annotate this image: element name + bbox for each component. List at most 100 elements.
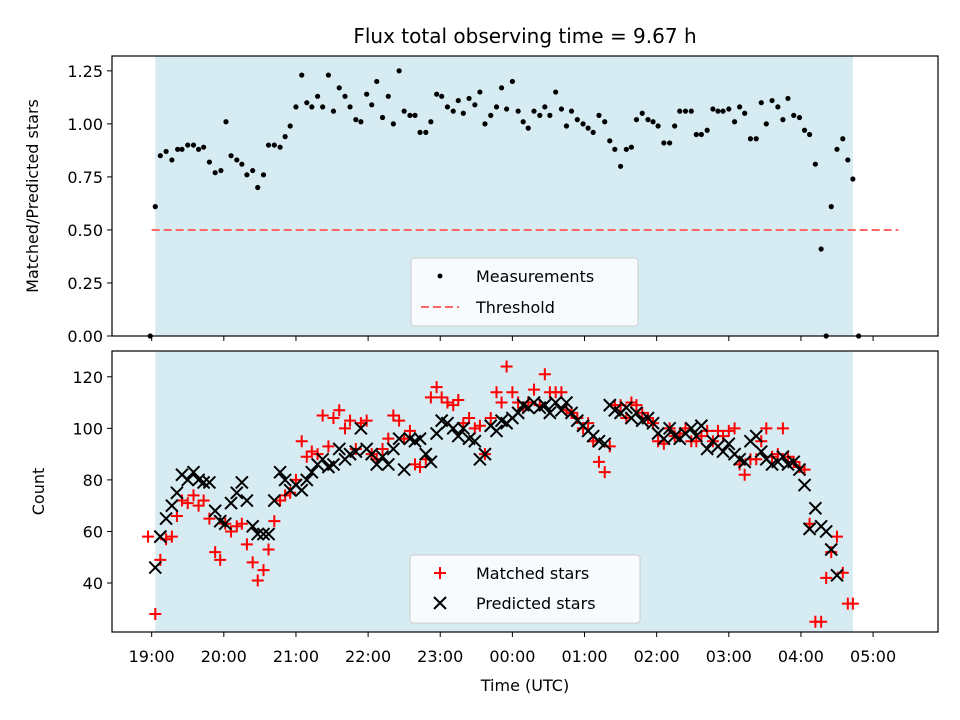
measurement-point xyxy=(271,142,277,148)
bottom-y-tick-label: 120 xyxy=(72,368,103,387)
measurement-point xyxy=(698,131,704,138)
measurement-point xyxy=(763,121,769,127)
matched-star-point xyxy=(284,486,297,499)
matched-star-point xyxy=(473,419,486,432)
predicted-star-point xyxy=(278,473,292,487)
measurement-point xyxy=(185,142,191,148)
predicted-star-point xyxy=(235,475,249,490)
measurement-point xyxy=(374,78,380,85)
measurement-point xyxy=(682,108,689,114)
bottom-y-tick-label: 60 xyxy=(83,522,103,541)
measurement-point xyxy=(693,131,699,138)
measurement-point xyxy=(444,104,451,110)
matched-star-point xyxy=(262,543,275,556)
predicted-star-point xyxy=(148,560,162,575)
predicted-star-point xyxy=(700,442,714,456)
measurement-point xyxy=(558,106,565,112)
measurement-point xyxy=(472,102,478,108)
matched-star-point xyxy=(387,409,400,422)
matched-star-point xyxy=(268,515,281,528)
top-y-tick-label: 0.50 xyxy=(67,221,103,240)
matched-star-point xyxy=(414,461,427,474)
x-tick-label: 23:00 xyxy=(417,647,463,666)
measurement-point xyxy=(460,110,466,116)
measurement-point xyxy=(260,172,267,178)
predicted-star-point xyxy=(564,406,579,420)
predicted-star-point xyxy=(397,462,411,477)
predicted-star-point xyxy=(381,457,396,472)
matched-star-point xyxy=(240,538,253,551)
measurement-point xyxy=(568,108,575,114)
measurement-point xyxy=(152,204,158,210)
matched-star-point xyxy=(424,391,437,404)
measurement-point xyxy=(482,121,488,127)
predicted-star-point xyxy=(716,444,730,459)
predicted-star-point xyxy=(170,486,184,500)
matched-star-point xyxy=(468,422,481,435)
measurement-point xyxy=(574,117,580,123)
matched-star-point xyxy=(603,440,616,453)
measurement-point xyxy=(639,110,645,116)
matched-star-point xyxy=(630,399,643,412)
measurement-point xyxy=(488,112,494,118)
matched-star-point xyxy=(192,499,205,512)
bottom-y-tick-label: 100 xyxy=(72,419,103,438)
predicted-star-point xyxy=(802,522,817,536)
matched-star-point xyxy=(333,404,346,417)
measurement-point xyxy=(720,108,726,114)
legend-predicted-marker xyxy=(433,596,447,610)
measurement-point xyxy=(212,170,218,176)
x-tick-label: 20:00 xyxy=(201,647,247,666)
x-tick-label: 04:00 xyxy=(778,647,824,666)
measurement-point xyxy=(493,104,500,110)
measurement-point xyxy=(265,142,272,148)
measurement-point xyxy=(515,108,521,114)
top-legend-box xyxy=(410,257,639,327)
measurement-point xyxy=(520,119,526,125)
measurement-point xyxy=(287,123,293,129)
x-tick-label: 19:00 xyxy=(129,647,175,666)
bottom-panel: 40 60 80 100 120 19:00 20:00 21:00 22:00 23:00 00… xyxy=(29,350,939,695)
measurement-point xyxy=(466,95,472,102)
measurement-point xyxy=(753,136,759,142)
x-tick-label: 01:00 xyxy=(561,647,607,666)
predicted-star-point xyxy=(392,431,406,446)
measurement-point xyxy=(309,104,315,110)
predicted-star-point xyxy=(261,527,276,541)
matched-star-point xyxy=(463,412,476,425)
matched-star-point xyxy=(209,546,222,559)
matched-star-point xyxy=(728,422,741,435)
predicted-star-point xyxy=(824,542,838,557)
top-y-tick-label: 1.25 xyxy=(67,62,103,81)
matched-star-point xyxy=(187,489,200,502)
measurement-point xyxy=(850,176,856,182)
predicted-star-point xyxy=(662,421,677,436)
bottom-y-tick-label: 40 xyxy=(83,574,103,593)
measurement-point xyxy=(672,123,678,129)
matched-star-point xyxy=(305,445,318,458)
measurement-point xyxy=(780,117,786,123)
matched-star-point xyxy=(598,466,611,479)
matched-star-point xyxy=(538,368,551,381)
top-legend: Measurements Threshold xyxy=(410,257,639,327)
predicted-star-point xyxy=(511,406,525,420)
top-panel: 0.00 0.25 0.50 0.75 1.00 1.25 Matched/Predict… xyxy=(23,55,939,346)
predicted-star-point xyxy=(326,457,341,472)
predicted-star-point xyxy=(689,429,704,443)
measurement-point xyxy=(785,95,791,102)
bottom-legend-box xyxy=(409,554,641,624)
measurement-point xyxy=(304,100,310,106)
x-axis-label: Time (UTC) xyxy=(480,676,569,695)
matched-star-point xyxy=(257,564,270,577)
measurement-point xyxy=(201,144,207,150)
legend-predicted-label: Predicted stars xyxy=(476,594,596,613)
measurement-point xyxy=(737,104,743,110)
measurement-point xyxy=(806,131,813,138)
measurement-point xyxy=(169,157,175,163)
predicted-star-point xyxy=(548,395,563,410)
measurement-point xyxy=(407,112,413,118)
matched-star-point xyxy=(214,553,227,566)
measurement-point xyxy=(157,153,163,159)
measurement-point xyxy=(812,161,818,167)
